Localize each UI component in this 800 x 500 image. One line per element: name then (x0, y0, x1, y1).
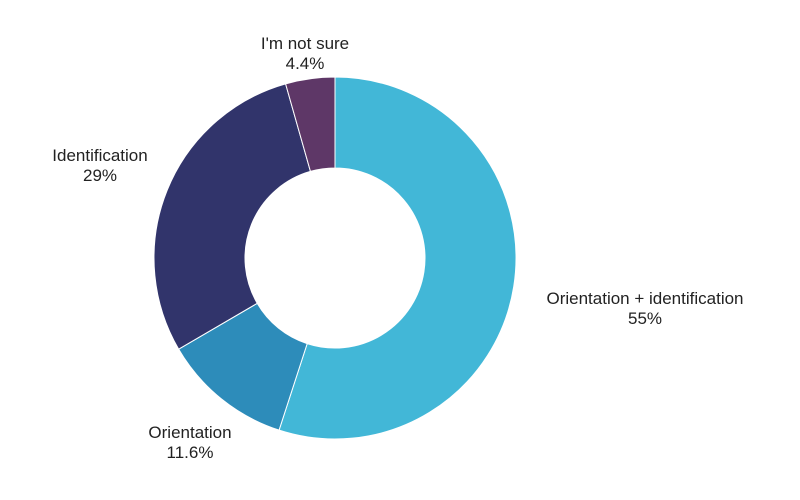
slice-value-label: 4.4% (285, 54, 325, 73)
slice-label-identification: Identification 29% (25, 146, 175, 186)
slice-label-not-sure: I'm not sure 4.4% (240, 34, 370, 74)
slice-category-label: Orientation (148, 423, 232, 442)
slices-layer (153, 76, 517, 440)
slice-not-sure (284, 76, 336, 173)
slice-label-orientation-identification: Orientation + identification 55% (520, 289, 770, 329)
slice-label-orientation: Orientation 11.6% (120, 423, 260, 463)
slice-value-label: 55% (627, 309, 663, 328)
slice-category-label: Identification (52, 146, 148, 165)
slice-value-label: 29% (82, 166, 118, 185)
slice-category-label: Orientation + identification (546, 289, 744, 308)
slice-category-label: I'm not sure (260, 34, 350, 53)
slice-orientation-identification (278, 76, 517, 440)
slice-identification (153, 83, 312, 350)
slice-value-label: 11.6% (166, 443, 214, 462)
